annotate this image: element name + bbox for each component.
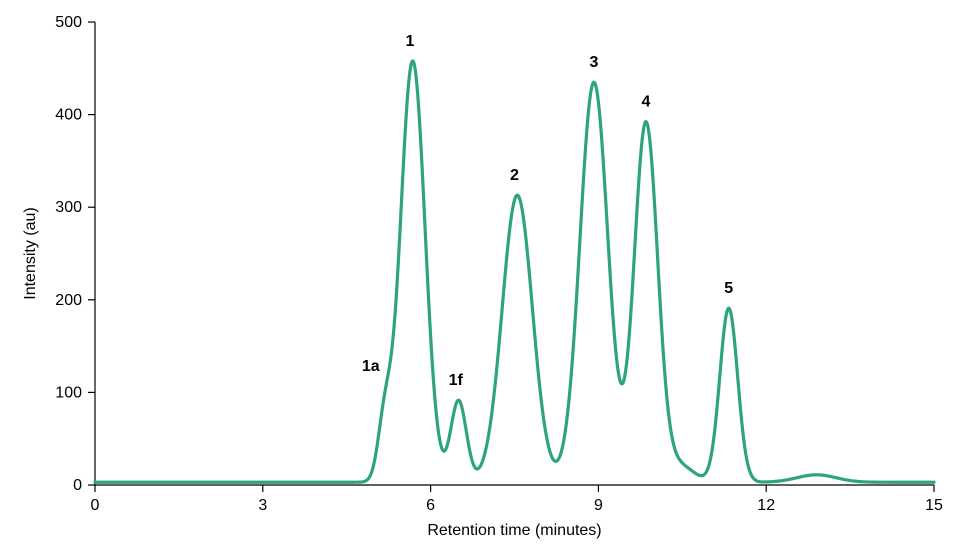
axes — [95, 22, 934, 485]
y-tick-label: 500 — [55, 14, 82, 31]
x-tick-label: 6 — [426, 497, 435, 514]
peak-label: 5 — [724, 280, 733, 297]
x-axis-label: Retention time (minutes) — [427, 522, 601, 539]
peak-label: 1 — [405, 33, 414, 50]
chromatogram-trace — [95, 61, 934, 482]
x-tick-label: 9 — [594, 497, 603, 514]
x-tick-label: 15 — [925, 497, 943, 514]
y-tick-label: 0 — [73, 477, 82, 494]
y-tick-label: 100 — [55, 384, 82, 401]
x-tick-label: 3 — [258, 497, 267, 514]
peak-label: 3 — [589, 54, 598, 71]
y-tick-label: 300 — [55, 199, 82, 216]
x-tick-label: 12 — [757, 497, 775, 514]
peak-label: 4 — [641, 94, 650, 111]
chromatogram-chart: 0 3 6 9 12 15 0 100 200 300 400 500 1a 1 1f 2 3 4 5 Reten… — [0, 0, 960, 560]
x-tick-label: 0 — [91, 497, 100, 514]
peak-label: 1f — [449, 372, 464, 389]
trace-path — [95, 61, 934, 482]
y-axis-label: Intensity (au) — [22, 207, 39, 299]
y-tick-label: 200 — [55, 292, 82, 309]
chart-svg: 0 3 6 9 12 15 0 100 200 300 400 500 1a 1 1f 2 3 4 5 Reten… — [0, 0, 960, 560]
peak-label: 1a — [362, 358, 380, 375]
y-tick-label: 400 — [55, 107, 82, 124]
ticks: 036912150100200300400500 — [55, 14, 943, 514]
peak-label: 2 — [510, 167, 519, 184]
